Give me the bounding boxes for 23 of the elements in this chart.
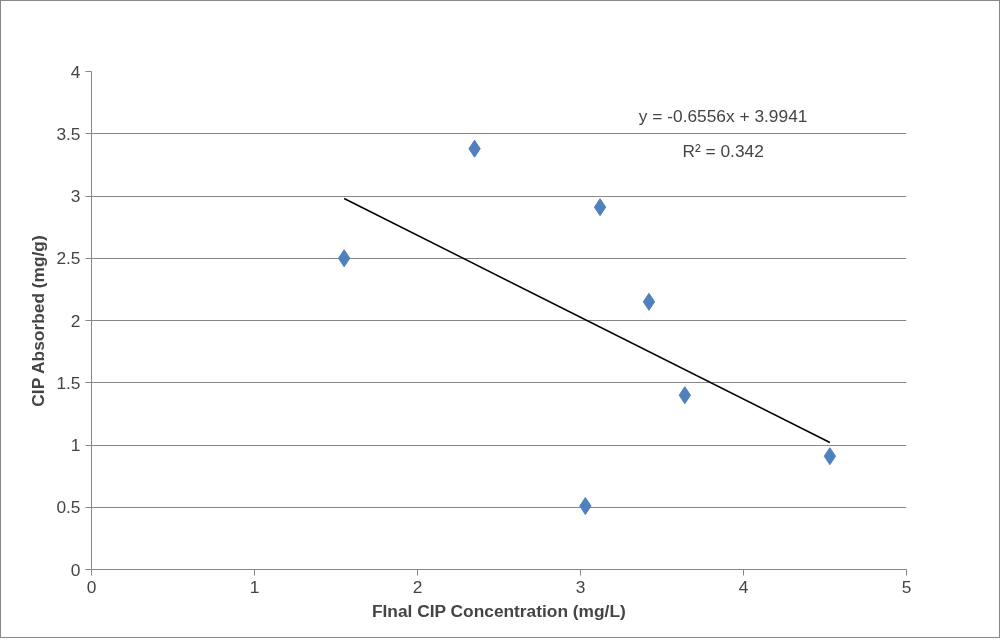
y-tick-label: 4	[70, 61, 81, 82]
y-tick-label: 1	[70, 435, 81, 455]
y-tick-label: 0.5	[56, 497, 81, 518]
y-tick-label: 2.5	[56, 248, 81, 269]
point	[593, 198, 607, 217]
y-axis-title: CIP Absorbed (mg/g)	[28, 235, 49, 407]
annotation: R² = 0.342	[682, 141, 764, 162]
x-tick-label: 3	[575, 576, 586, 597]
x-tick-label: 1	[249, 576, 260, 597]
y-tick-label: 0	[70, 559, 81, 580]
y-tick-label: 3	[70, 186, 81, 206]
x-tick-label: 5	[901, 576, 912, 597]
point	[642, 292, 656, 311]
x-tick-label: 4	[738, 576, 749, 597]
point	[337, 249, 351, 268]
y-tick-label: 1.5	[56, 372, 81, 393]
x-tick-label: 0	[86, 576, 97, 597]
y-tick-label: 2	[70, 310, 81, 331]
x-tick-label: 2	[412, 576, 423, 597]
annotation: y = -0.6556x + 3.9941	[638, 106, 808, 127]
y-tick-label: 3.5	[56, 123, 81, 144]
x-axis-title: FInal CIP Concentration (mg/L)	[371, 600, 626, 621]
point	[823, 447, 837, 466]
